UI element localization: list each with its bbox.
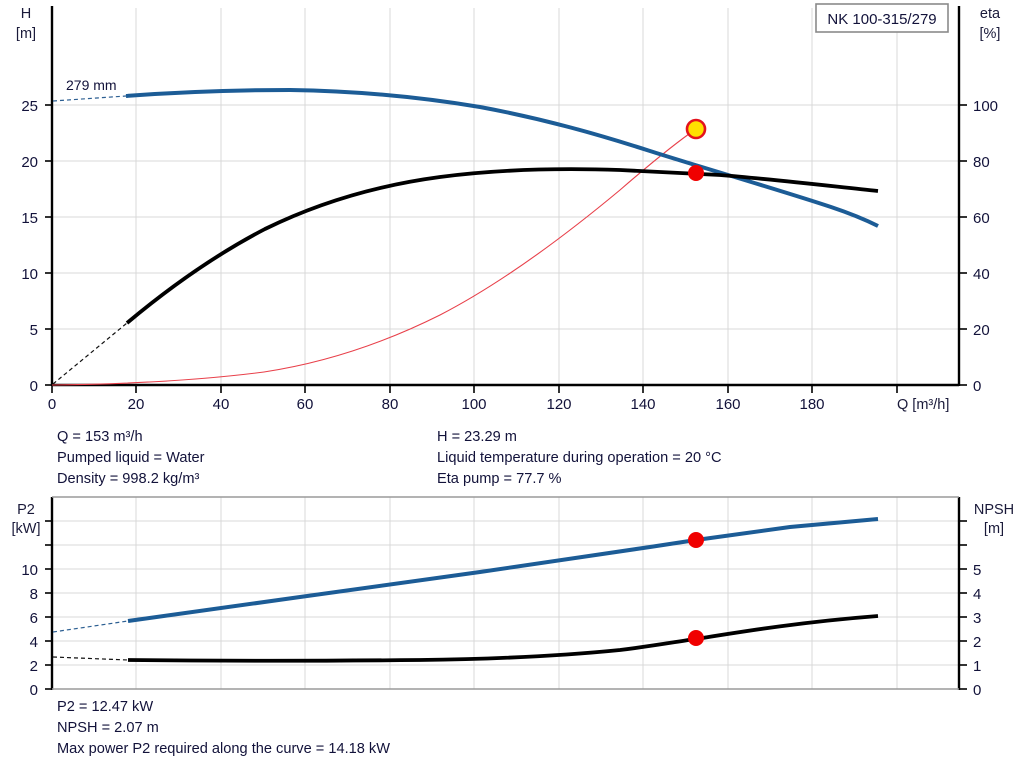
y-tick-5: 5 <box>30 322 38 339</box>
x-tick-160: 160 <box>715 396 740 413</box>
p2-tick-0: 0 <box>30 682 38 699</box>
top-chart-gridlines-horizontal <box>52 104 959 330</box>
power-curve <box>127 517 879 623</box>
duty-liquid-text: Pumped liquid = Water <box>57 450 205 466</box>
p2-tick-4: 4 <box>30 634 38 651</box>
bottom-chart-y-axis-title-line1: P2 <box>17 502 35 518</box>
p2-tick-8: 8 <box>30 586 38 603</box>
top-chart-y2-ticks <box>959 104 967 386</box>
npsh-tick-0: 0 <box>973 682 981 699</box>
efficiency-curve-extrapolation <box>52 322 128 385</box>
duty-point-power-marker <box>688 532 704 548</box>
y-tick-25: 25 <box>21 98 38 115</box>
top-chart-x-axis-title: Q [m³/h] <box>897 397 949 413</box>
top-chart-y2-axis-title-line1: eta <box>980 6 1001 22</box>
p2-tick-2: 2 <box>30 658 38 675</box>
top-chart-x-ticks <box>51 385 898 393</box>
duty-density-text: Density = 998.2 kg/m³ <box>57 471 200 487</box>
pump-model-legend-box: NK 100-315/279 <box>815 3 949 33</box>
duty-info-left: Q = 153 m³/h Pumped liquid = Water Densi… <box>57 427 205 490</box>
head-efficiency-chart: H [m] eta [%] 25 20 15 10 5 0 100 80 60 … <box>16 3 1001 413</box>
bottom-chart-y-tick-labels: 10 8 6 4 2 0 <box>21 562 38 699</box>
duty-max-power-text: Max power P2 required along the curve = … <box>57 741 390 757</box>
duty-point-head-marker <box>685 118 707 140</box>
duty-flow-text: Q = 153 m³/h <box>57 429 143 445</box>
y2-tick-100: 100 <box>973 98 998 115</box>
bottom-chart-y2-axis-title-line2: [m] <box>984 521 1004 537</box>
impeller-diameter-label: 279 mm <box>66 77 117 93</box>
npsh-curve-extrapolation <box>52 656 129 661</box>
top-chart-y-axis-title-line1: H <box>21 6 31 22</box>
duty-temperature-text: Liquid temperature during operation = 20… <box>437 450 722 466</box>
bottom-chart-y2-ticks <box>959 520 967 690</box>
bottom-chart-y2-tick-labels: 5 4 3 2 1 0 <box>973 562 981 699</box>
head-curve-extrapolation <box>52 95 127 102</box>
duty-info-bottom: P2 = 12.47 kW NPSH = 2.07 m Max power P2… <box>57 697 390 760</box>
duty-head-text: H = 23.29 m <box>437 429 517 445</box>
power-curve-extrapolation <box>52 620 129 633</box>
npsh-tick-4: 4 <box>973 586 981 603</box>
head-curve <box>125 87 879 228</box>
x-tick-40: 40 <box>213 396 230 413</box>
bottom-chart-y-ticks <box>45 520 52 690</box>
efficiency-curve <box>125 167 879 325</box>
y-tick-15: 15 <box>21 210 38 227</box>
top-chart-y2-axis-title-line2: [%] <box>980 26 1001 42</box>
npsh-tick-5: 5 <box>973 562 981 579</box>
y-tick-20: 20 <box>21 154 38 171</box>
p2-tick-6: 6 <box>30 610 38 627</box>
x-tick-60: 60 <box>297 396 314 413</box>
npsh-tick-1: 1 <box>973 658 981 675</box>
power-npsh-chart: P2 [kW] NPSH [m] 10 8 6 4 2 0 5 4 3 2 1 … <box>12 496 1014 699</box>
npsh-tick-3: 3 <box>973 610 981 627</box>
y2-tick-80: 80 <box>973 154 990 171</box>
y2-tick-0: 0 <box>973 378 981 395</box>
y2-tick-60: 60 <box>973 210 990 227</box>
duty-reference-curve <box>51 128 697 386</box>
x-tick-0: 0 <box>48 396 56 413</box>
pump-model-label: NK 100-315/279 <box>827 11 936 28</box>
x-tick-120: 120 <box>546 396 571 413</box>
top-chart-y-tick-labels: 25 20 15 10 5 0 <box>21 98 38 395</box>
npsh-tick-2: 2 <box>973 634 981 651</box>
y-tick-0: 0 <box>30 378 38 395</box>
duty-info-right: H = 23.29 m Liquid temperature during op… <box>437 427 722 490</box>
x-tick-180: 180 <box>799 396 824 413</box>
duty-power-text: P2 = 12.47 kW <box>57 699 154 715</box>
x-tick-100: 100 <box>461 396 486 413</box>
duty-point-efficiency-marker <box>688 165 704 181</box>
top-chart-gridlines-vertical <box>135 8 898 385</box>
y-tick-10: 10 <box>21 266 38 283</box>
duty-point-npsh-marker <box>688 630 704 646</box>
y2-tick-20: 20 <box>973 322 990 339</box>
x-tick-20: 20 <box>128 396 145 413</box>
bottom-chart-y-axis-title-line2: [kW] <box>12 521 41 537</box>
top-chart-y2-tick-labels: 100 80 60 40 20 0 <box>973 98 998 395</box>
npsh-curve <box>127 614 879 663</box>
y2-tick-40: 40 <box>973 266 990 283</box>
top-chart-y-ticks <box>45 104 52 386</box>
top-chart-y-axis-title-line2: [m] <box>16 26 36 42</box>
bottom-chart-gridlines-vertical <box>135 497 898 689</box>
duty-npsh-text: NPSH = 2.07 m <box>57 720 159 736</box>
x-tick-80: 80 <box>382 396 399 413</box>
bottom-chart-y2-axis-title-line1: NPSH <box>974 502 1014 518</box>
x-tick-140: 140 <box>630 396 655 413</box>
duty-eta-text: Eta pump = 77.7 % <box>437 471 562 487</box>
p2-tick-10: 10 <box>21 562 38 579</box>
top-chart-x-tick-labels: 0 20 40 60 80 100 120 140 160 180 <box>48 396 825 413</box>
